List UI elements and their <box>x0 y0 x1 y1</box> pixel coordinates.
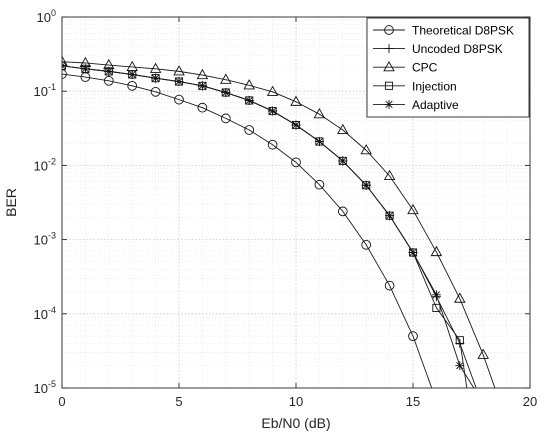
legend-entry: Injection <box>373 79 457 93</box>
marker-triangle <box>243 79 255 90</box>
legend-label: Injection <box>412 79 457 93</box>
marker-circle <box>220 113 231 124</box>
marker-square <box>455 336 464 345</box>
plot-area <box>62 55 496 388</box>
marker-triangle <box>290 95 302 106</box>
series-line <box>62 61 496 388</box>
marker-plus <box>384 44 394 54</box>
y-tick-label: 100 <box>37 8 56 25</box>
marker-star <box>314 136 324 146</box>
y-tick-label: 10-2 <box>34 156 56 173</box>
marker-triangle <box>266 85 279 96</box>
marker-square <box>384 81 394 90</box>
marker-circle <box>291 157 301 168</box>
marker-star <box>361 180 371 190</box>
legend-entry: Theoretical D8PSK <box>373 24 514 38</box>
y-tick-label: 10-5 <box>34 379 56 396</box>
legend-label: CPC <box>412 61 438 75</box>
series-adaptive <box>62 61 475 388</box>
marker-triangle <box>407 203 419 215</box>
marker-triangle <box>360 144 372 155</box>
marker-star <box>431 290 441 300</box>
marker-star <box>268 106 278 116</box>
legend-label: Adaptive <box>412 98 459 112</box>
x-tick-label: 20 <box>523 394 537 409</box>
marker-square <box>432 303 441 312</box>
marker-triangle <box>383 169 396 181</box>
marker-circle <box>62 69 67 79</box>
marker-circle <box>384 25 394 35</box>
marker-triangle <box>337 123 349 135</box>
y-tick-label: 10-4 <box>34 305 56 322</box>
marker-star <box>291 120 301 130</box>
marker-star <box>338 156 348 166</box>
marker-star <box>385 211 395 221</box>
marker-circle <box>127 81 138 91</box>
legend-entry: Uncoded D8PSK <box>373 42 503 56</box>
marker-triangle <box>430 245 443 257</box>
legend-entry: CPC <box>373 61 438 75</box>
marker-circle <box>337 206 348 217</box>
marker-star <box>104 66 114 76</box>
marker-circle <box>150 87 161 97</box>
marker-star <box>408 248 418 258</box>
x-tick-label: 15 <box>406 394 420 409</box>
marker-circle <box>244 125 255 135</box>
marker-star <box>221 88 231 98</box>
marker-circle <box>103 75 114 86</box>
marker-triangle <box>477 348 489 359</box>
marker-circle <box>267 139 278 150</box>
marker-circle <box>197 102 208 113</box>
marker-triangle <box>62 55 68 66</box>
y-axis-title: BER <box>3 188 19 217</box>
marker-triangle <box>220 73 232 84</box>
marker-star <box>127 69 137 79</box>
marker-star <box>151 73 161 83</box>
legend-label: Uncoded D8PSK <box>412 42 503 56</box>
marker-circle <box>384 280 395 291</box>
marker-triangle <box>173 65 185 76</box>
series-theoretical-d8psk <box>62 69 433 388</box>
axis-ticks: 0 5 10 15 20 100 10-1 10-2 10-3 10-4 10-5 <box>34 8 538 409</box>
marker-triangle <box>454 292 466 303</box>
legend: Theoretical D8PSK Uncoded D8PSK CPC Injecti… <box>366 17 530 118</box>
x-tick-label: 10 <box>289 394 303 409</box>
x-tick-label: 5 <box>175 394 182 409</box>
series-line <box>62 73 433 388</box>
marker-triangle <box>149 62 162 73</box>
marker-star <box>384 99 394 109</box>
marker-star <box>244 95 254 105</box>
y-tick-label: 10-1 <box>34 82 56 99</box>
marker-star <box>455 361 465 371</box>
marker-circle <box>174 94 184 105</box>
marker-circle <box>408 331 418 341</box>
marker-star <box>197 81 207 91</box>
x-tick-label: 0 <box>58 394 65 409</box>
marker-star <box>174 77 184 87</box>
x-axis-title: Eb/N0 (dB) <box>261 415 330 431</box>
legend-label: Theoretical D8PSK <box>412 24 514 38</box>
marker-triangle <box>383 60 395 72</box>
series-cpc <box>62 55 496 388</box>
legend-entry: Adaptive <box>373 98 459 112</box>
marker-triangle <box>196 68 209 80</box>
marker-star <box>80 64 90 74</box>
marker-circle <box>314 179 325 190</box>
y-tick-label: 10-3 <box>34 231 56 248</box>
marker-circle <box>361 239 372 250</box>
marker-triangle <box>313 107 326 119</box>
